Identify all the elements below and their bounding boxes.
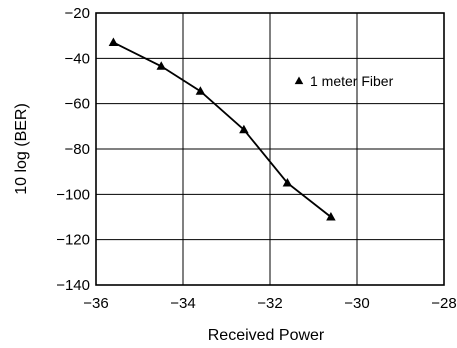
y-axis-label: 10 log (BER) xyxy=(13,103,30,195)
data-point-marker xyxy=(326,212,336,221)
x-tick-label: −34 xyxy=(170,295,195,312)
data-point-marker xyxy=(108,37,119,46)
y-tick-labels: −20 −40 −60 −80 −100 −120 −140 xyxy=(56,5,90,294)
series-line-group xyxy=(112,41,332,218)
data-point-marker xyxy=(195,86,206,95)
series-line xyxy=(112,41,332,218)
data-point-marker xyxy=(156,61,166,70)
y-tick-label: −100 xyxy=(56,186,90,203)
grid-lines xyxy=(95,12,445,286)
x-axis-label: Received Power xyxy=(208,327,325,344)
legend: 1 meter Fiber xyxy=(294,73,394,89)
plot-frame xyxy=(95,12,445,286)
y-tick-label: −40 xyxy=(65,50,90,67)
x-tick-label: −30 xyxy=(344,295,369,312)
x-tick-label: −28 xyxy=(431,295,456,312)
y-tick-label: −140 xyxy=(56,277,90,294)
series-markers xyxy=(108,37,336,221)
data-point-marker xyxy=(239,124,249,134)
x-tick-label: −32 xyxy=(257,295,282,312)
y-tick-label: −20 xyxy=(65,5,90,22)
y-tick-label: −120 xyxy=(56,232,90,249)
x-tick-labels: −36 −34 −32 −30 −28 xyxy=(83,295,456,312)
x-tick-label: −36 xyxy=(83,295,108,312)
legend-label: 1 meter Fiber xyxy=(310,73,394,89)
data-point-marker xyxy=(282,178,293,187)
y-tick-label: −60 xyxy=(65,96,90,113)
legend-triangle-icon xyxy=(294,76,304,85)
y-tick-label: −80 xyxy=(65,141,90,158)
